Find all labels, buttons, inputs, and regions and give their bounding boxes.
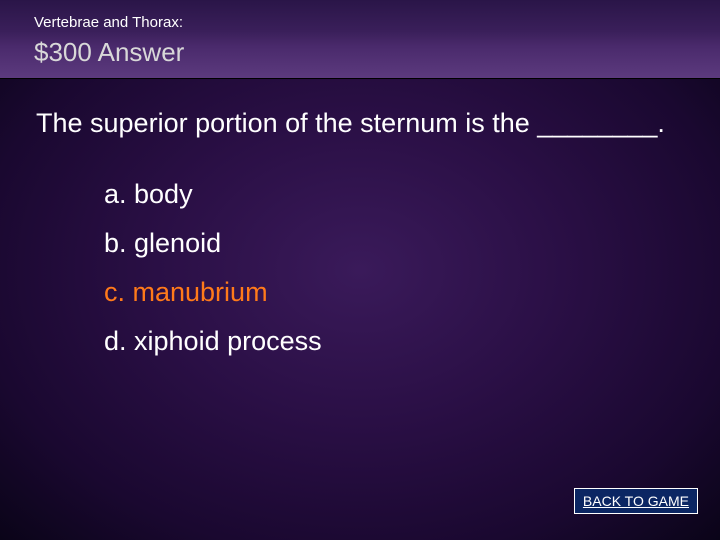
question-text: The superior portion of the sternum is t… (0, 79, 720, 151)
value-answer-label: $300 Answer (34, 37, 686, 68)
choice-c: c. manubrium (104, 277, 720, 308)
slide-header: Vertebrae and Thorax: $300 Answer (0, 0, 720, 79)
choice-b: b. glenoid (104, 228, 720, 259)
choice-a: a. body (104, 179, 720, 210)
choices-list: a. body b. glenoid c. manubrium d. xipho… (0, 151, 720, 357)
choice-d: d. xiphoid process (104, 326, 720, 357)
category-label: Vertebrae and Thorax: (34, 14, 686, 31)
back-to-game-button[interactable]: BACK TO GAME (574, 488, 698, 514)
